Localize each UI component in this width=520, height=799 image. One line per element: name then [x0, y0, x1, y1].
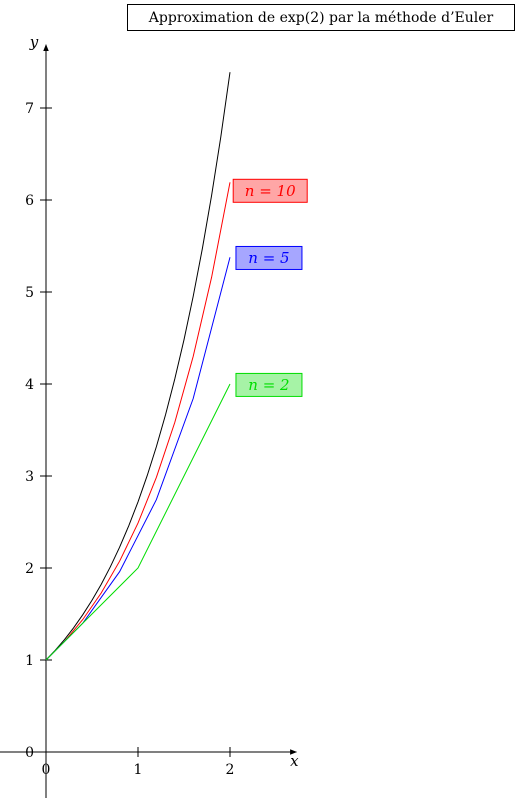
series-line-n10: [45, 182, 231, 661]
label-box: [235, 372, 303, 397]
series-labels: n = 10 n = 5 n = 2: [232, 178, 308, 397]
label-box: [232, 178, 308, 203]
y-tick-label: 0: [25, 745, 34, 761]
label-text: n = 2: [248, 376, 289, 394]
series-line-n2: [45, 383, 231, 661]
series-line-exact: [45, 72, 231, 661]
chart-title: Approximation de exp(2) par la méthode d…: [148, 9, 494, 26]
y-tick-label: 5: [25, 285, 34, 301]
chart-title-box: Approximation de exp(2) par la méthode d…: [127, 4, 515, 31]
y-axis-label: y: [29, 33, 39, 51]
y-tick-label: 3: [25, 469, 34, 485]
ticks: 0 1 2 0 1 2 3 4 5 6 7: [25, 101, 234, 778]
series-lines: [45, 72, 231, 661]
y-tick-label: 1: [25, 653, 34, 669]
y-tick-label: 7: [25, 101, 34, 117]
x-tick-label: 1: [134, 762, 143, 778]
series-label-n5: n = 5: [235, 245, 303, 270]
x-axis-label: x: [290, 752, 299, 770]
label-text: n = 5: [248, 249, 289, 267]
axes: x y: [0, 33, 299, 798]
series-label-n10: n = 10: [232, 178, 308, 203]
series-label-n2: n = 2: [235, 372, 303, 397]
x-tick-label: 2: [226, 762, 235, 778]
x-tick-label: 0: [42, 762, 51, 778]
y-tick-label: 4: [25, 377, 34, 393]
y-tick-label: 6: [25, 193, 34, 209]
label-text: n = 10: [245, 182, 296, 200]
y-tick-label: 2: [25, 561, 34, 577]
label-box: [235, 245, 303, 270]
